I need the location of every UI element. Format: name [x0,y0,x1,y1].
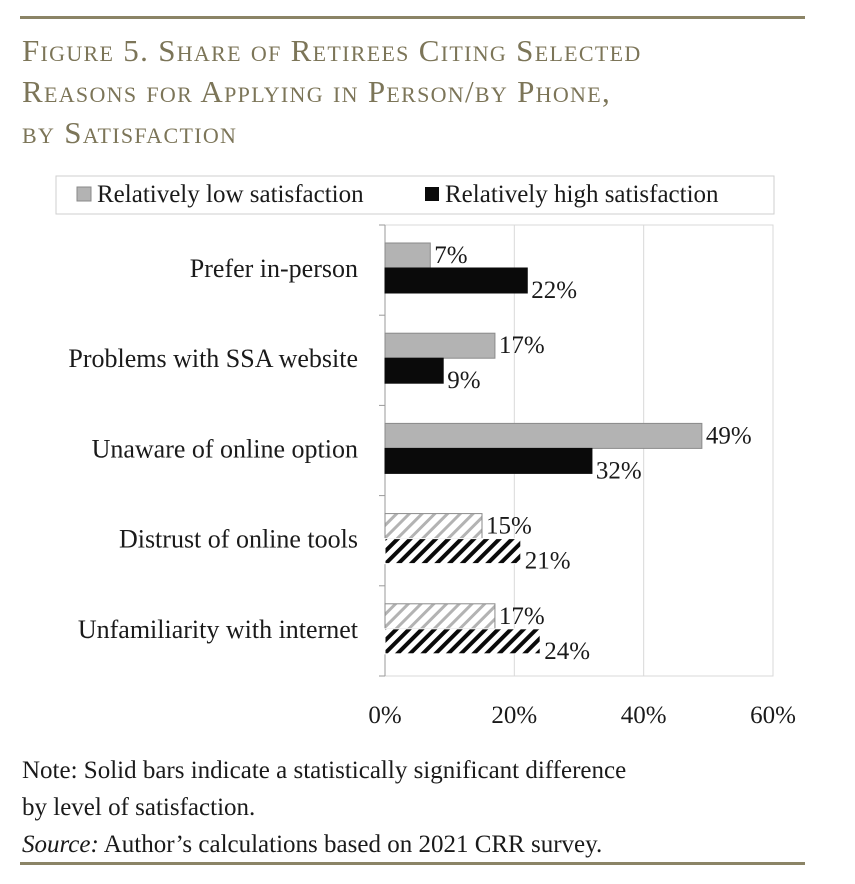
category-labels: Prefer in-person Problems with SSA websit… [68,254,358,644]
bar-chart: Relatively low satisfaction Relatively h… [55,175,796,729]
x-tick-label: 20% [491,702,537,729]
legend-frame [55,175,775,215]
bottom-rule [20,862,805,865]
bar-value-label: 24% [544,638,590,665]
bar-value-label: 15% [486,513,532,540]
bar-high-satisfaction [384,447,593,474]
bar-value-label: 22% [531,277,577,304]
x-axis-ticks: 0% 20% 40% 60% [368,702,796,729]
bar-low-satisfaction [384,332,496,359]
title-line-1: Figure 5. Share of Retirees Citing Selec… [22,33,642,68]
category-label: Prefer in-person [190,254,358,283]
x-tick-label: 0% [368,702,401,729]
legend-swatch-low [76,186,92,202]
title-line-2: Reasons for Applying in Person/by Phone, [22,74,612,109]
bar-value-label: 7% [434,242,467,269]
source-text: Author’s calculations based on 2021 CRR … [98,831,603,858]
bar-value-label: 17% [499,332,545,359]
bar-low-satisfaction [384,422,703,449]
bar-value-label: 9% [447,367,480,394]
bar-low-satisfaction [384,603,496,630]
note-line-1: Note: Solid bars indicate a statisticall… [22,757,627,784]
source-label: Source: [22,831,99,858]
figure-note: Note: Solid bars indicate a statisticall… [22,752,832,863]
chart-legend: Relatively low satisfaction Relatively h… [55,175,775,215]
bar-high-satisfaction [384,357,444,384]
category-label: Problems with SSA website [68,344,358,373]
category-label: Unfamiliarity with internet [78,615,359,644]
bar-low-satisfaction [384,513,483,540]
note-line-2: by level of satisfaction. [22,794,256,821]
bar-value-label: 32% [596,457,642,484]
x-tick-label: 40% [621,702,667,729]
category-label: Distrust of online tools [119,525,358,554]
bars: 7% 22% 17% 9% 49% 32% 15% 21% 17% 24% [384,242,752,665]
legend-label-low: Relatively low satisfaction [97,181,364,208]
x-tick-label: 60% [750,702,796,729]
bar-high-satisfaction [384,267,528,294]
bar-value-label: 17% [499,603,545,630]
figure-title: Figure 5. Share of Retirees Citing Selec… [22,30,812,153]
source-line: Source: Author’s calculations based on 2… [22,826,832,863]
legend-swatch-high [425,187,439,201]
legend-label-high: Relatively high satisfaction [445,181,719,208]
bar-value-label: 21% [525,548,571,575]
bar-low-satisfaction [384,242,431,269]
category-label: Unaware of online option [92,434,358,463]
title-line-3: by Satisfaction [22,115,238,150]
bar-value-label: 49% [706,422,752,449]
top-rule [20,16,805,19]
bar-high-satisfaction [384,538,522,565]
bar-high-satisfaction [384,628,541,655]
